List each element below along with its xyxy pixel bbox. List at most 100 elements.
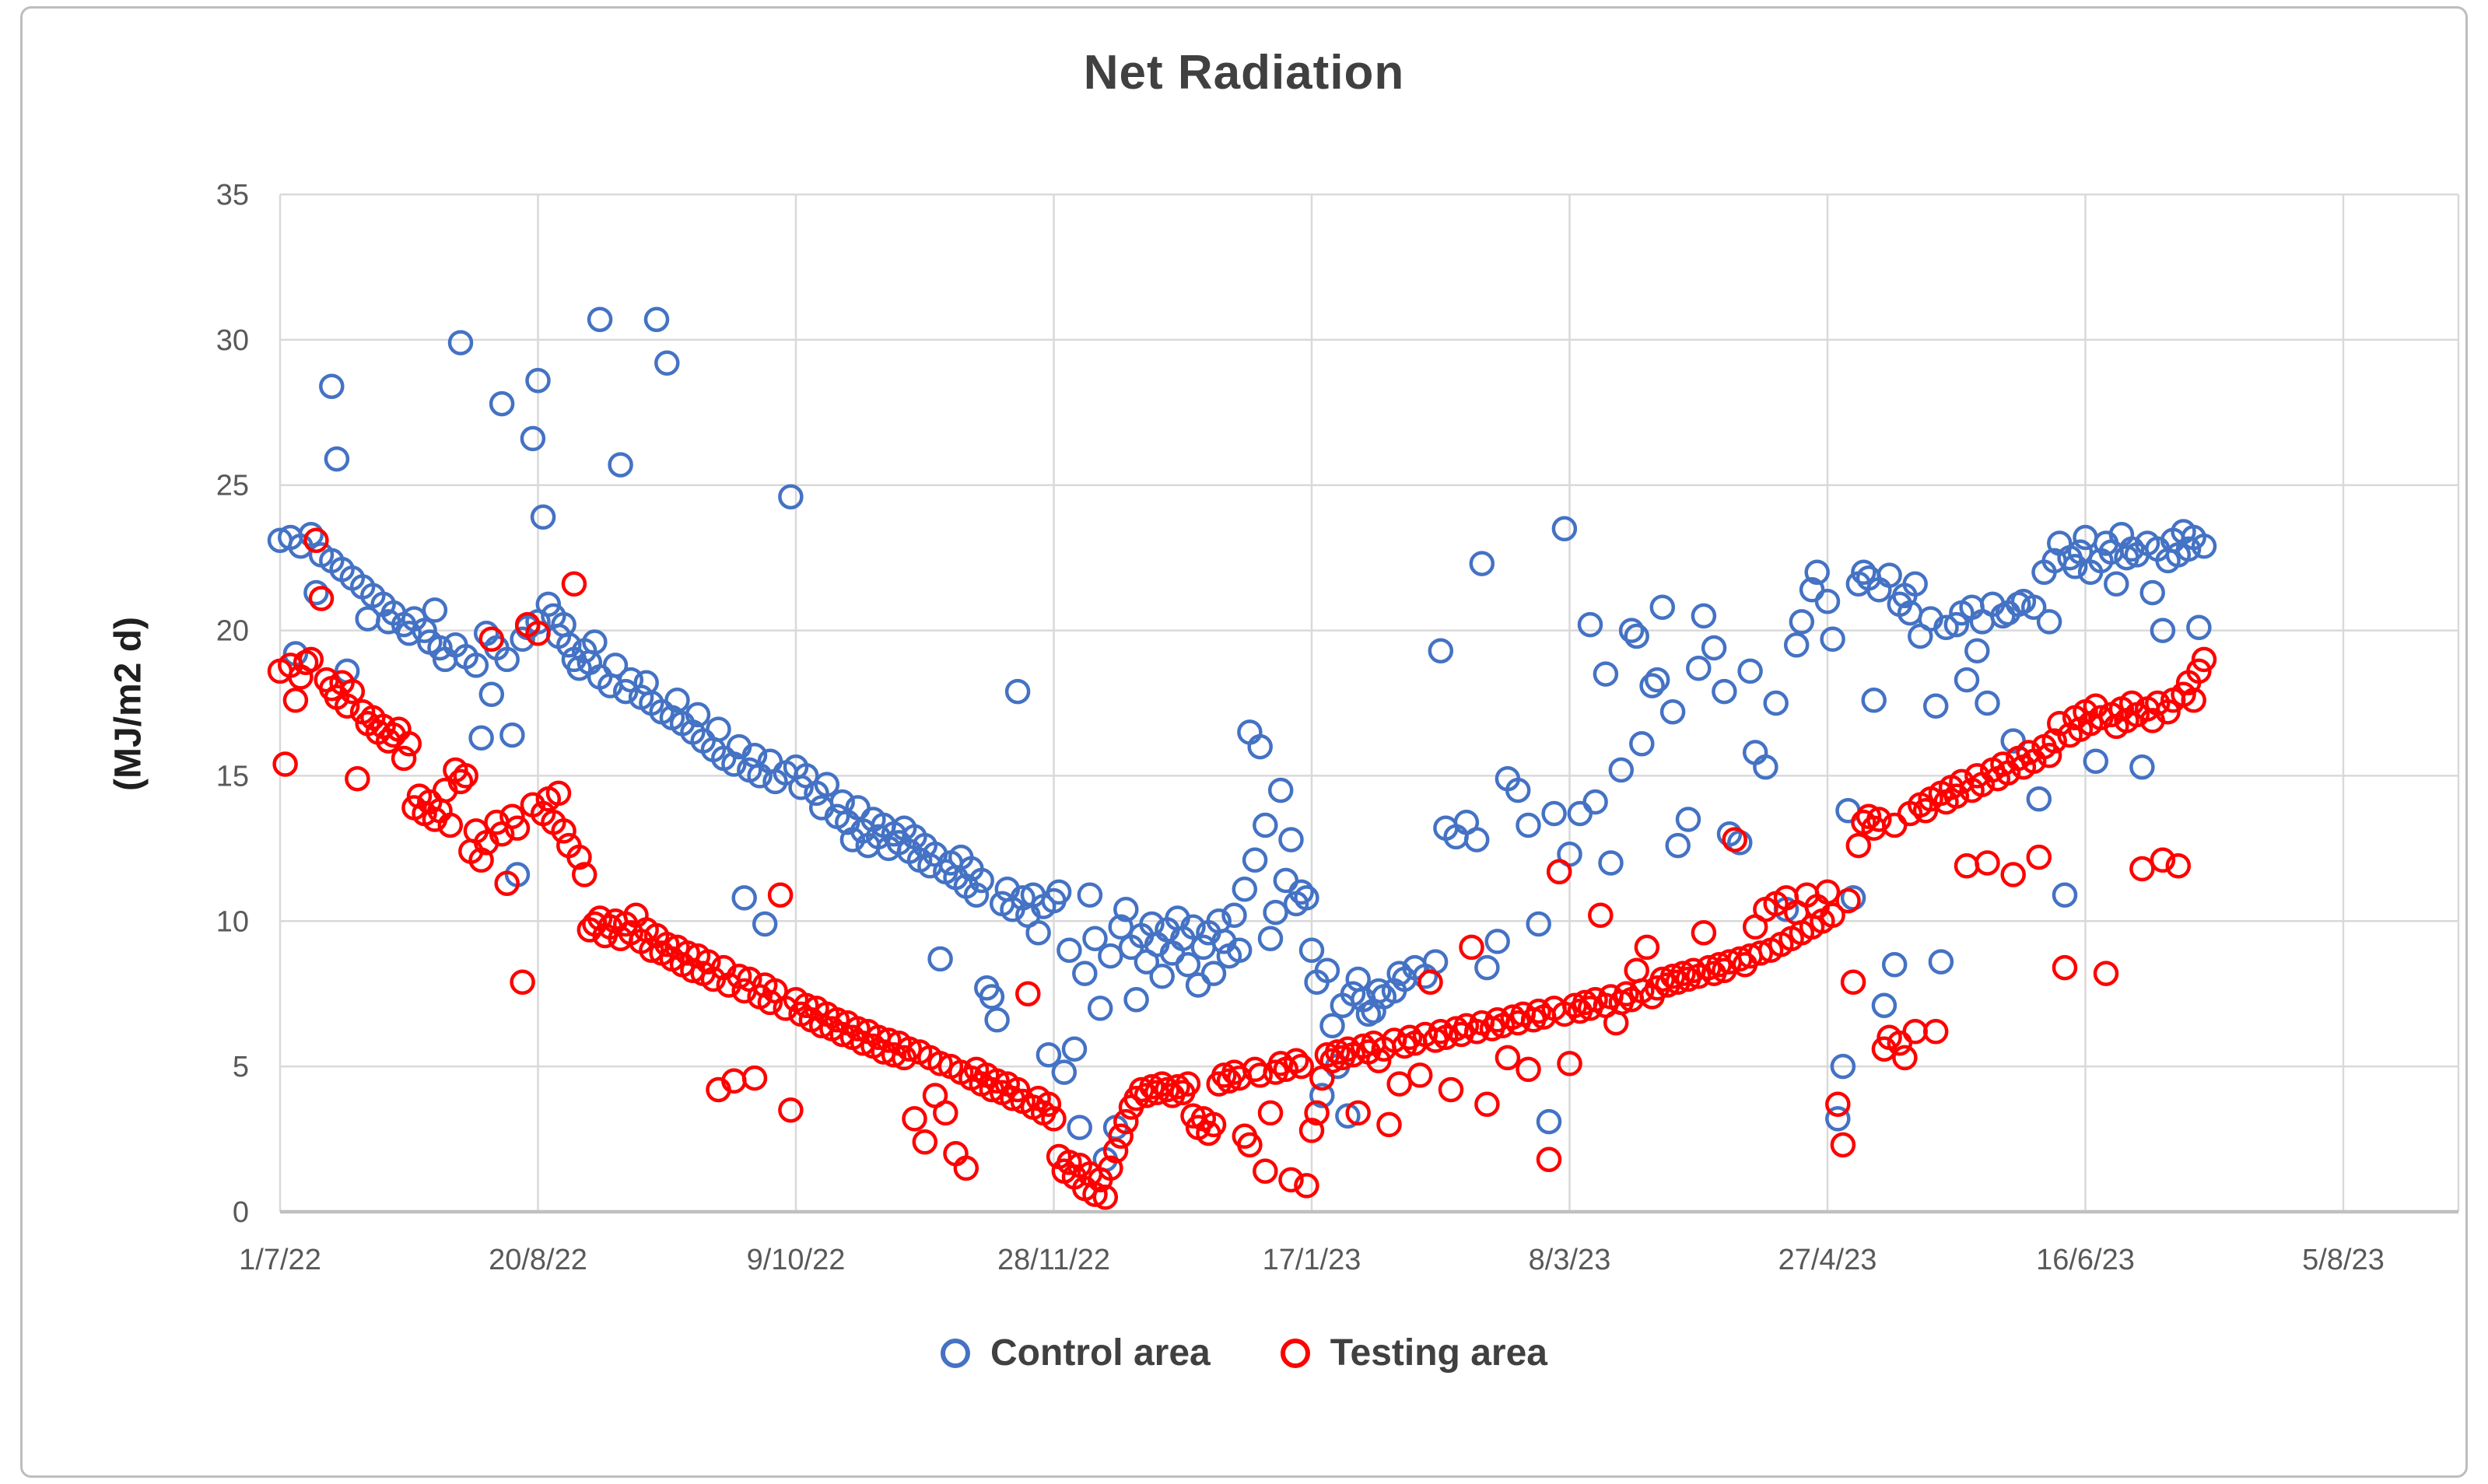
- data-point: [282, 688, 309, 713]
- data-point: [566, 844, 592, 870]
- data-point: [1232, 876, 1258, 902]
- data-point: [561, 571, 587, 597]
- data-point: [1396, 1024, 1423, 1051]
- data-point: [1283, 1048, 1309, 1073]
- y-tick-label: 25: [216, 470, 249, 502]
- series-testing-area: [267, 527, 2217, 1210]
- data-point: [1892, 1045, 1918, 1071]
- data-point: [1922, 1019, 1949, 1045]
- data-point: [1686, 655, 1712, 681]
- x-tick-label: 16/6/23: [2036, 1244, 2135, 1276]
- data-point: [494, 646, 520, 673]
- data-point: [953, 1155, 979, 1181]
- data-point: [1516, 1056, 1541, 1083]
- data-point: [612, 678, 639, 705]
- data-point: [639, 937, 664, 963]
- data-point: [1536, 1108, 1562, 1135]
- data-point: [2041, 728, 2067, 754]
- x-tick-label: 17/1/23: [1263, 1244, 1361, 1276]
- data-point: [489, 390, 515, 417]
- series-control-area: [267, 306, 2217, 1172]
- data-point: [1185, 972, 1211, 998]
- data-point: [778, 484, 804, 509]
- data-point: [1098, 943, 1123, 969]
- data-point: [1319, 1013, 1345, 1039]
- data-point: [881, 1041, 907, 1068]
- x-tick-label: 28/11/22: [997, 1244, 1110, 1276]
- legend-label-testing-area: Testing area: [1330, 1332, 1547, 1374]
- data-point: [1463, 827, 1490, 852]
- data-point: [824, 1007, 850, 1033]
- data-point: [2052, 954, 2078, 981]
- data-point: [1474, 954, 1500, 981]
- data-point: [1902, 571, 1928, 597]
- data-point: [1928, 949, 1954, 975]
- data-point: [1253, 1158, 1278, 1184]
- data-point: [1624, 957, 1649, 984]
- data-point: [741, 1065, 768, 1091]
- data-point: [324, 446, 350, 472]
- data-point: [1459, 934, 1484, 961]
- data-point: [1237, 1132, 1263, 1158]
- data-point: [1190, 934, 1217, 961]
- x-tick-label: 1/7/22: [239, 1244, 321, 1276]
- data-point: [721, 751, 747, 777]
- x-tick-label: 9/10/22: [747, 1244, 846, 1276]
- data-point: [1211, 1062, 1237, 1088]
- data-point: [1975, 850, 2000, 876]
- data-point: [1072, 961, 1098, 986]
- data-point: [1516, 812, 1541, 838]
- data-point: [1376, 1111, 1402, 1138]
- data-point: [933, 1100, 958, 1126]
- data-point: [396, 621, 422, 646]
- data-point: [2036, 743, 2062, 768]
- data-point: [778, 1097, 804, 1123]
- data-point: [1082, 926, 1108, 951]
- y-tick-label: 35: [216, 179, 249, 212]
- data-point: [1753, 754, 1778, 780]
- x-tick-label: 5/8/23: [2302, 1244, 2385, 1276]
- data-point: [984, 1068, 1010, 1094]
- data-point: [1004, 678, 1031, 705]
- data-point: [298, 521, 324, 548]
- data-point: [731, 885, 757, 911]
- data-point: [1691, 919, 1717, 946]
- data-point: [1608, 757, 1635, 783]
- data-point: [1345, 966, 1371, 992]
- data-point: [1365, 1048, 1392, 1073]
- data-point: [422, 597, 448, 623]
- data-point: [1551, 516, 1578, 542]
- data-point: [2026, 786, 2052, 812]
- data-point: [1588, 902, 1614, 929]
- data-point: [2175, 536, 2202, 562]
- data-point: [468, 847, 494, 873]
- data-point: [1309, 1083, 1335, 1108]
- data-point: [1881, 952, 1908, 978]
- data-point: [1644, 667, 1670, 693]
- data-point: [2191, 533, 2217, 559]
- data-point: [726, 964, 752, 989]
- data-point: [1165, 1074, 1190, 1100]
- data-point: [1417, 969, 1443, 996]
- data-point: [2026, 844, 2052, 870]
- data-point: [545, 780, 572, 807]
- data-point: [2181, 688, 2206, 713]
- data-point: [1057, 1150, 1082, 1175]
- data-point: [427, 635, 453, 661]
- data-point: [1123, 986, 1149, 1013]
- data-point: [2000, 862, 2026, 887]
- data-point: [1649, 594, 1676, 620]
- data-point: [1763, 690, 1789, 716]
- data-point: [1102, 1138, 1129, 1164]
- data-point: [1943, 611, 1970, 638]
- data-point: [463, 653, 489, 678]
- data-point: [829, 1021, 855, 1048]
- data-point: [1783, 632, 1810, 658]
- data-point: [478, 681, 505, 708]
- y-tick-label: 15: [216, 760, 249, 793]
- data-point: [1149, 964, 1175, 989]
- data-point: [2118, 536, 2145, 562]
- data-point: [1139, 1074, 1165, 1100]
- data-point: [499, 722, 525, 748]
- data-point: [1324, 1039, 1351, 1065]
